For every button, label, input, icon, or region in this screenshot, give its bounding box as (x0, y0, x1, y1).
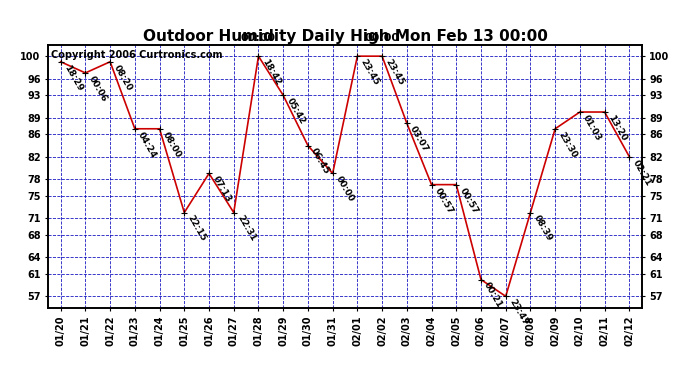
Text: 02:21: 02:21 (631, 158, 653, 187)
Text: 00:00: 00:00 (334, 175, 356, 204)
Text: 23:45: 23:45 (359, 57, 381, 87)
Text: 06:45: 06:45 (309, 147, 331, 176)
Text: 08:39: 08:39 (532, 214, 554, 243)
Text: 23:47: 23:47 (507, 298, 529, 327)
Text: 00:57: 00:57 (433, 186, 455, 215)
Text: 13:20: 13:20 (606, 113, 628, 142)
Text: 00:00: 00:00 (241, 33, 276, 44)
Text: 22:31: 22:31 (235, 214, 257, 243)
Text: 08:00: 08:00 (161, 130, 183, 159)
Title: Outdoor Humidity Daily High Mon Feb 13 00:00: Outdoor Humidity Daily High Mon Feb 13 0… (143, 29, 547, 44)
Text: 23:30: 23:30 (557, 130, 579, 159)
Text: 00:57: 00:57 (457, 186, 480, 215)
Text: 23:45: 23:45 (384, 57, 406, 87)
Text: 05:42: 05:42 (284, 97, 306, 126)
Text: 18:29: 18:29 (62, 63, 84, 93)
Text: 18:42: 18:42 (260, 57, 282, 87)
Text: 04:24: 04:24 (136, 130, 159, 160)
Text: Copyright 2006 Curtronics.com: Copyright 2006 Curtronics.com (51, 50, 223, 60)
Text: 22:15: 22:15 (186, 214, 208, 243)
Text: 08:20: 08:20 (112, 63, 133, 92)
Text: 01:03: 01:03 (581, 113, 603, 142)
Text: 00:00: 00:00 (364, 33, 400, 44)
Text: 07:13: 07:13 (210, 175, 233, 204)
Text: 03:07: 03:07 (408, 124, 431, 154)
Text: 00:21: 00:21 (482, 281, 504, 310)
Text: 00:06: 00:06 (87, 74, 109, 103)
